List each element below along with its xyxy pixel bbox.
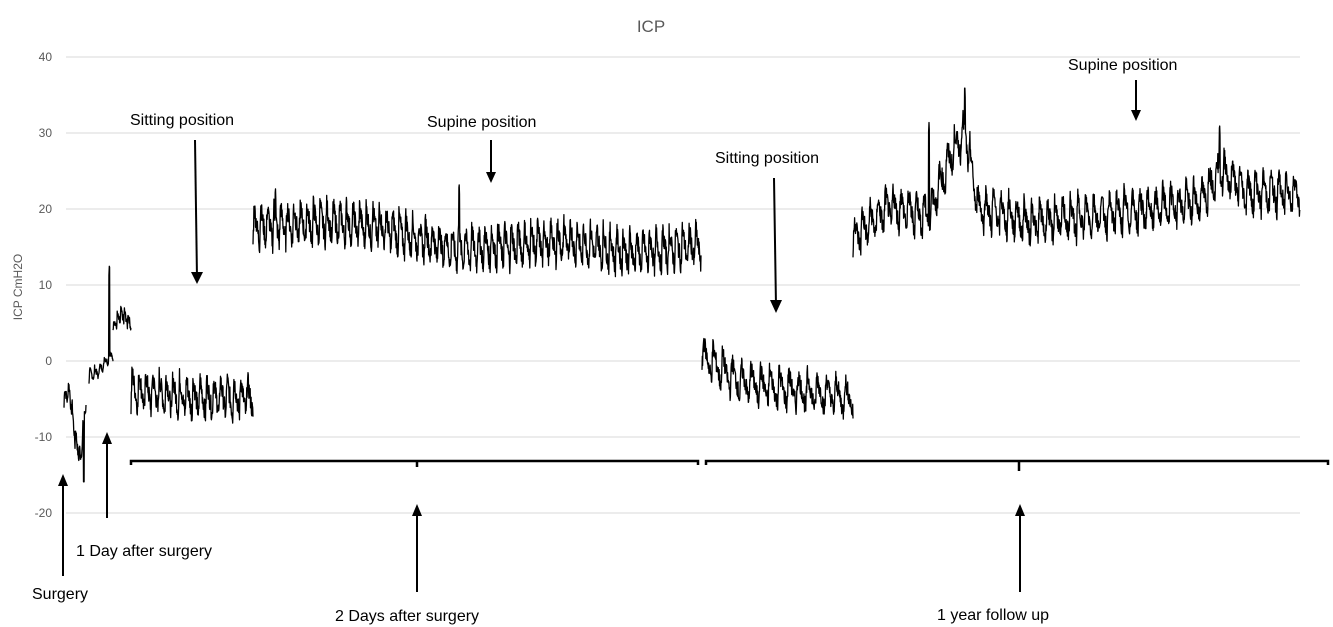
- label-sitting-position-2: Sitting position: [715, 150, 819, 167]
- icp-trace-segment: [130, 366, 254, 424]
- chart-title: ICP: [637, 17, 665, 36]
- arrow-supine-1-head: [486, 172, 496, 183]
- label-surgery: Surgery: [32, 586, 88, 603]
- label-2-days-after-surgery: 2 Days after surgery: [335, 608, 479, 625]
- arrow-surgery-head: [58, 474, 68, 486]
- y-axis-ticks: -20 -10 0 10 20 30 40: [35, 50, 53, 520]
- label-supine-position-2: Supine position: [1068, 57, 1177, 74]
- icp-trace-segment: [88, 265, 114, 384]
- icp-trace-segment: [701, 337, 854, 420]
- icp-series: [63, 87, 1301, 483]
- y-axis-label: ICP CmH2O: [11, 254, 25, 320]
- annotation-labels: Sitting position Supine position Sitting…: [32, 57, 1177, 625]
- arrow-sitting-2: [773, 177, 777, 307]
- label-1-day-after-surgery: 1 Day after surgery: [76, 543, 212, 560]
- bracket-2-days: [129, 459, 700, 467]
- label-1-year-follow-up: 1 year follow up: [937, 607, 1049, 624]
- y-tick-label: -10: [35, 430, 53, 444]
- y-tick-label: 20: [39, 202, 53, 216]
- annotation-arrows: [58, 80, 1141, 592]
- label-supine-position-1: Supine position: [427, 114, 536, 131]
- y-tick-label: 30: [39, 126, 53, 140]
- arrow-day1-head: [102, 432, 112, 444]
- bracket-1-year: [704, 459, 1330, 471]
- gridlines: [66, 56, 1300, 514]
- period-brackets: [129, 459, 1330, 471]
- icp-trace-segment: [852, 87, 1301, 258]
- icp-trace-segment: [112, 305, 132, 331]
- arrow-supine-2-head: [1131, 110, 1141, 121]
- icp-trace-segment: [63, 382, 87, 483]
- arrow-sitting-1-head: [191, 272, 203, 284]
- arrow-day2-head: [412, 504, 422, 516]
- y-tick-label: 0: [45, 354, 52, 368]
- icp-trace-segment: [252, 184, 702, 278]
- arrow-sitting-2-head: [770, 300, 782, 313]
- y-tick-label: 10: [39, 278, 53, 292]
- y-tick-label: -20: [35, 506, 53, 520]
- arrow-year1-head: [1015, 504, 1025, 516]
- label-sitting-position-1: Sitting position: [130, 112, 234, 129]
- arrow-sitting-1: [194, 139, 198, 279]
- y-tick-label: 40: [39, 50, 53, 64]
